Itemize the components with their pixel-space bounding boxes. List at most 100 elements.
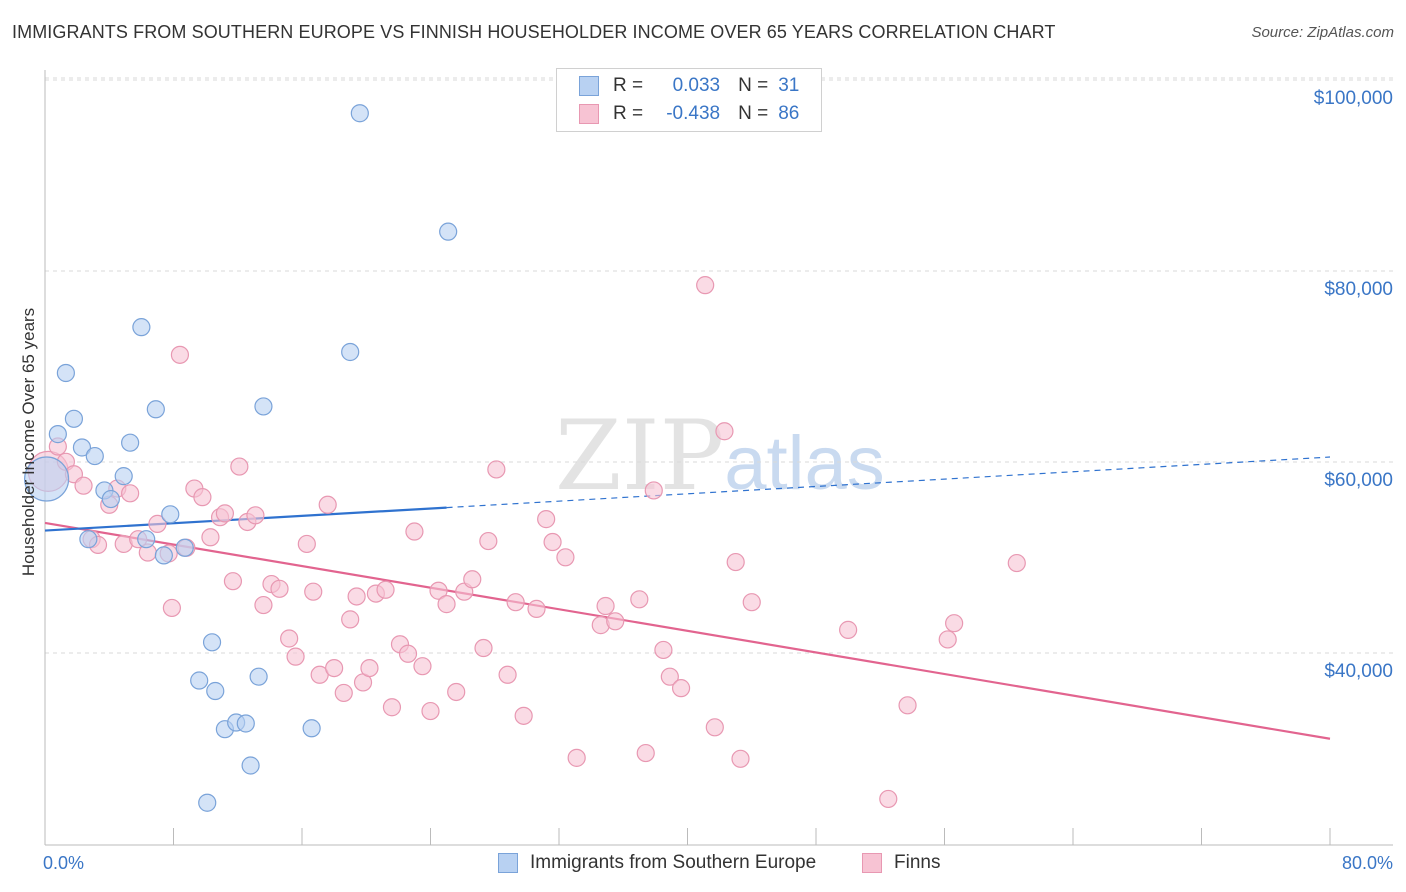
chart-title: IMMIGRANTS FROM SOUTHERN EUROPE VS FINNI…	[12, 22, 1056, 42]
finns-point	[474, 638, 493, 658]
legend-n-label: N =	[738, 75, 769, 96]
legend-r-value: 0.033	[672, 75, 721, 96]
finns-point	[514, 706, 533, 725]
southern-europe-point	[137, 530, 156, 549]
legend-n-value: 31	[778, 75, 800, 96]
finns-point	[742, 593, 761, 612]
southern-europe-point	[121, 433, 140, 452]
southern-europe-trend-line-dashed	[446, 456, 1331, 509]
legend-row-finns: R = -0.438 N = 86	[557, 100, 799, 128]
finns-point	[696, 276, 715, 295]
finns-point	[347, 587, 366, 606]
southern-europe-point	[206, 681, 225, 701]
southern-europe-point	[249, 667, 268, 686]
southern-europe-point	[154, 546, 173, 565]
finns-point	[506, 593, 525, 612]
southern-europe-point	[241, 756, 260, 775]
finns-point	[498, 665, 517, 684]
finns-point	[270, 579, 289, 598]
finns-point	[437, 595, 456, 614]
finns-point	[413, 657, 432, 676]
southern-europe-point	[64, 409, 84, 428]
finns-point	[318, 495, 337, 514]
finns-point	[1007, 553, 1026, 573]
southern-europe-point	[190, 671, 209, 690]
finns-point	[193, 488, 212, 507]
legend-r-label: R =	[613, 103, 644, 124]
finns-point	[170, 345, 190, 364]
finns-point	[705, 718, 724, 737]
southern-europe-point	[72, 438, 92, 457]
finns-point	[429, 581, 448, 600]
bottom-legend-finns: Finns	[862, 852, 940, 874]
finns-point	[405, 522, 424, 541]
finns-point	[543, 532, 562, 552]
finns-point	[382, 698, 402, 717]
legend-r-label: R =	[613, 75, 644, 96]
finns-point	[556, 548, 575, 567]
finns-point	[230, 457, 249, 476]
tick-labels: $40,000 $60,000 $80,000 $100,000 0.0% 80.0%	[43, 88, 1393, 873]
finns-point	[162, 598, 181, 618]
y-axis-label: Householder Income Over 65 years	[19, 308, 38, 576]
southern-europe-point	[161, 505, 180, 524]
finns-point	[527, 599, 546, 618]
finns-point	[537, 510, 556, 529]
southern-europe-point	[132, 318, 151, 337]
finns-point	[421, 701, 440, 721]
finns-point	[606, 612, 625, 631]
y-tick-label: $80,000	[1324, 279, 1393, 300]
finns-point	[334, 683, 353, 703]
finns-point	[726, 552, 745, 572]
finns-point	[479, 531, 498, 551]
southern-europe-point	[198, 793, 217, 812]
finns-point	[286, 647, 305, 666]
finns-point	[376, 580, 395, 599]
legend-row-southern-europe: R = 0.033 N = 31	[557, 72, 799, 100]
finns-point	[671, 679, 691, 698]
bottom-legend-label: Finns	[894, 852, 941, 873]
y-tick-label: $100,000	[1314, 88, 1393, 109]
y-tick-label: $60,000	[1324, 470, 1393, 491]
finns-point	[201, 528, 220, 547]
finns-point	[654, 640, 673, 660]
southern-europe-point	[175, 538, 194, 557]
finns-point	[325, 658, 344, 678]
finns-point	[447, 682, 466, 702]
finns-point	[121, 484, 140, 503]
finns-points	[27, 276, 1026, 809]
finns-point	[636, 743, 655, 763]
bottom-legend-label: Immigrants from Southern Europe	[530, 852, 817, 873]
finns-point	[567, 748, 586, 767]
southern-europe-point	[439, 222, 458, 241]
finns-point	[254, 595, 273, 615]
southern-europe-point	[350, 104, 369, 123]
finns-point	[660, 667, 679, 686]
finns-point	[630, 590, 649, 609]
y-tick-label: $40,000	[1324, 661, 1393, 682]
finns-point	[644, 481, 663, 500]
finns-point	[223, 572, 243, 591]
x-tick-label: 80.0%	[1342, 853, 1393, 873]
trend-lines	[44, 456, 1331, 740]
source-label: Source: ZipAtlas.com	[1251, 24, 1394, 41]
legend-n-value: 86	[778, 103, 800, 124]
southern-europe-point	[79, 530, 98, 549]
finns-point	[246, 506, 265, 525]
southern-europe-point	[341, 342, 360, 362]
finns-point	[74, 476, 93, 495]
southern-europe-point	[56, 363, 75, 383]
finns-point	[463, 570, 482, 589]
finns-point	[297, 534, 316, 554]
finns-point	[839, 620, 858, 639]
southern-europe-point	[254, 397, 273, 416]
finns-point	[879, 789, 898, 809]
finns-point	[304, 582, 323, 601]
southern-europe-point	[101, 489, 120, 509]
southern-europe-point	[85, 446, 104, 466]
finns-point	[596, 596, 615, 616]
southern-europe-point	[24, 456, 70, 502]
southern-europe-point	[48, 425, 67, 444]
finns-point	[938, 630, 957, 649]
